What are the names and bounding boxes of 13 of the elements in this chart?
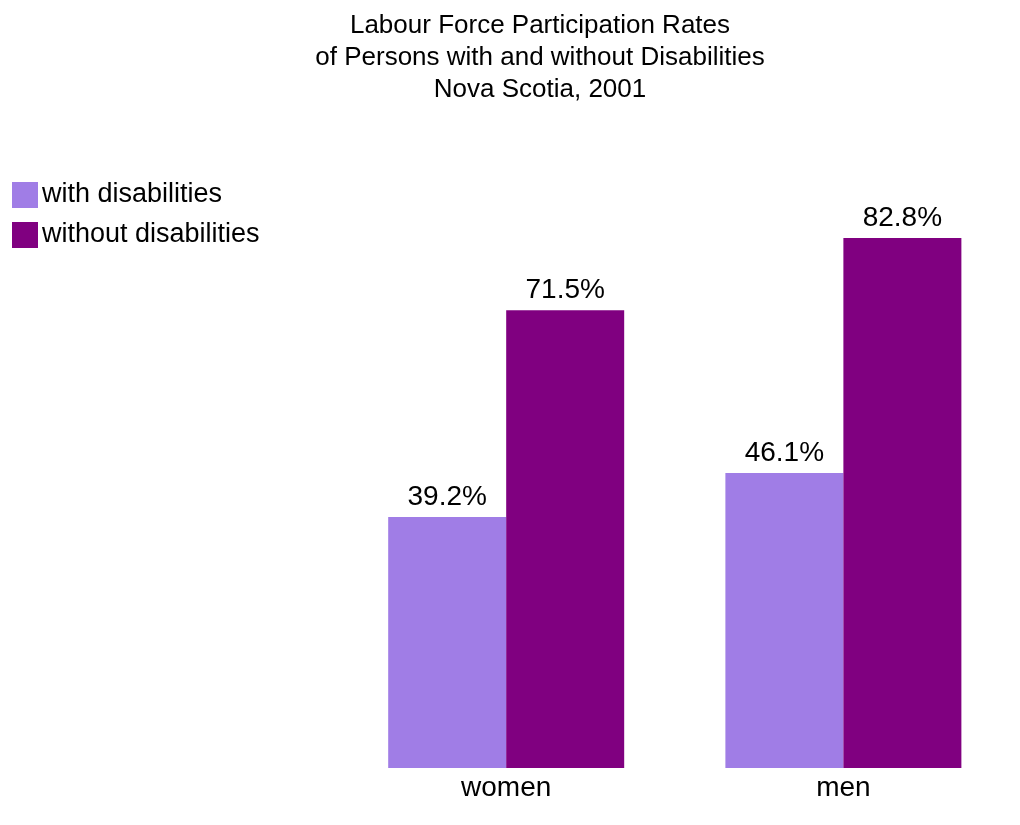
bar — [506, 310, 625, 768]
legend-label: with disabilities — [42, 178, 223, 208]
chart-title: Labour Force Participation Rates of Persons with and without Disabilities Nova Scotia, 2001 — [314, 8, 766, 104]
data-label: 39.2% — [407, 480, 487, 512]
x-tick-label: men — [816, 770, 871, 802]
data-label: 46.1% — [744, 435, 825, 467]
x-tick-label: women — [460, 770, 552, 802]
bar — [388, 517, 507, 768]
bar — [725, 472, 844, 768]
data-label: 82.8% — [862, 201, 943, 232]
legend-label: without disabilities — [42, 218, 260, 248]
data-label: 71.5% — [525, 273, 605, 305]
bar — [843, 238, 962, 768]
